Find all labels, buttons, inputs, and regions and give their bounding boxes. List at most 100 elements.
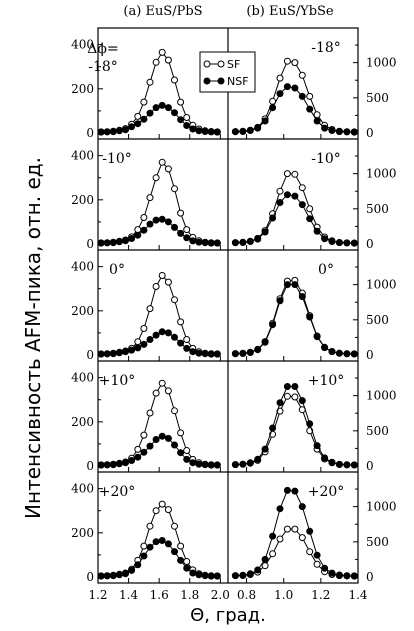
left-sf-point [152, 58, 160, 66]
data-layer [97, 48, 358, 580]
right-nsf-point [298, 503, 306, 511]
left-y-tick-label: 200 [71, 415, 94, 429]
right-sf-point [283, 392, 291, 400]
left-nsf-point [201, 128, 209, 135]
left-sf-point [134, 445, 142, 453]
left-y-tick-label: 0 [86, 348, 94, 362]
x-axis-label-text: Θ, град. [190, 605, 266, 626]
left-nsf-point [140, 552, 148, 560]
right-nsf-point [350, 572, 358, 580]
left-sf-point [146, 409, 154, 417]
left-nsf-point [189, 569, 197, 577]
left-sf-point [183, 336, 191, 343]
left-nsf-point [128, 566, 136, 574]
left-x-tick-label: 1.4 [119, 588, 138, 602]
right-nsf-point [254, 235, 262, 243]
left-y-tick-label: 200 [71, 526, 94, 540]
right-nsf-line [235, 489, 355, 577]
left-x-tick-label: 1.6 [150, 588, 169, 602]
left-sf-point [140, 325, 148, 332]
left-nsf-point [213, 461, 221, 469]
legend-sf-marker [203, 60, 225, 68]
left-sf-point [171, 522, 178, 530]
left-nsf-point [134, 561, 142, 569]
left-nsf-point [171, 333, 178, 341]
left-y-tick-label: 400 [71, 482, 94, 496]
right-nsf-point [239, 460, 247, 468]
right-nsf-point [283, 486, 291, 494]
left-nsf-point [134, 231, 142, 239]
left-nsf-point [195, 349, 203, 357]
right-nsf-point [298, 293, 306, 301]
left-nsf-point [189, 459, 197, 467]
right-sf-point [306, 548, 314, 556]
left-nsf-point [177, 116, 185, 124]
left-nsf-point [115, 238, 123, 246]
left-sf-point [140, 542, 148, 550]
left-nsf-point [122, 348, 129, 356]
left-nsf-point [103, 350, 111, 358]
left-sf-point [152, 507, 160, 515]
right-nsf-point [276, 399, 284, 407]
right-nsf-point [291, 383, 299, 390]
right-sf-point [306, 205, 314, 213]
right-nsf-point [276, 505, 284, 513]
left-nsf-point [109, 239, 117, 247]
right-nsf-point [261, 338, 269, 346]
left-nsf-point [164, 329, 172, 337]
right-nsf-point [283, 383, 291, 390]
left-nsf-point [201, 461, 209, 469]
right-nsf-point [328, 348, 336, 356]
right-nsf-point [306, 420, 314, 428]
left-sf-point [158, 500, 166, 508]
left-nsf-point [109, 350, 117, 358]
left-angle-label: +20° [99, 484, 136, 500]
right-nsf-point [335, 460, 343, 468]
left-nsf-point [183, 564, 191, 572]
left-nsf-point [152, 436, 160, 443]
right-nsf-point [261, 445, 269, 453]
right-y-tick-label: 0 [366, 126, 374, 140]
right-sf-point [298, 184, 306, 192]
right-sf-point [276, 187, 284, 195]
right-nsf-point [343, 350, 351, 358]
left-y-tick-label: 400 [71, 38, 94, 52]
right-y-tick-label: 0 [366, 459, 374, 473]
right-nsf-point [313, 442, 321, 450]
left-nsf-point [201, 350, 209, 358]
delta-phi-label: Δϕ= [87, 41, 118, 57]
left-sf-point [134, 112, 142, 120]
left-y-tick-label: 400 [71, 260, 94, 274]
left-nsf-point [134, 344, 142, 352]
left-nsf-point [140, 340, 148, 348]
right-nsf-point [298, 397, 306, 405]
left-nsf-point [207, 572, 215, 580]
left-sf-point [158, 48, 166, 56]
right-nsf-point [350, 128, 358, 136]
left-sf-point [152, 283, 160, 290]
left-nsf-point [177, 229, 185, 237]
left-nsf-point [122, 237, 129, 245]
right-nsf-point [291, 281, 299, 289]
legend-sf-text: SF [227, 58, 240, 71]
right-nsf-point [276, 297, 284, 305]
y-axis-label: Интенсивность AFM-пика, отн. ед. [21, 157, 45, 519]
left-angle-label: 0° [109, 262, 125, 278]
left-nsf-point [158, 537, 166, 544]
left-nsf-point [207, 128, 215, 136]
left-nsf-point [146, 109, 154, 117]
right-y-tick-label: 500 [366, 424, 389, 438]
right-x-tick-label: 0.8 [237, 588, 256, 602]
left-nsf-point [103, 128, 111, 136]
left-nsf-point [201, 239, 209, 247]
right-nsf-point [261, 555, 269, 563]
right-nsf-point [254, 124, 262, 132]
right-sf-point [283, 57, 291, 65]
left-nsf-point [158, 432, 166, 440]
right-nsf-point [254, 566, 262, 574]
left-nsf-point [146, 543, 154, 551]
right-nsf-point [231, 572, 239, 580]
left-nsf-point [122, 570, 129, 578]
right-nsf-point [335, 239, 343, 247]
